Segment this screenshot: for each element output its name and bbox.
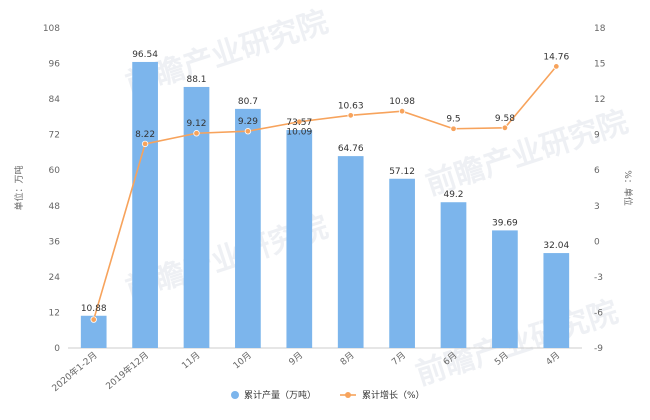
y-tick-label: 96 bbox=[49, 60, 61, 70]
line-series bbox=[90, 63, 560, 323]
y-tick-label: 36 bbox=[49, 237, 61, 247]
y2-tick-label: 15 bbox=[594, 60, 605, 70]
x-tick-label: 10月 bbox=[231, 350, 254, 372]
line-data-label: 8.22 bbox=[135, 130, 155, 140]
legend: 累计产量（万吨） 累计增长（%） bbox=[231, 389, 425, 401]
line-data-label: 10.63 bbox=[338, 101, 364, 111]
line-point bbox=[193, 130, 200, 137]
x-tick-label: 11月 bbox=[180, 350, 203, 372]
y-ticks-right: -9 -6 -3 0 3 6 9 12 15 18 bbox=[594, 24, 606, 354]
bar bbox=[132, 61, 158, 348]
line-point bbox=[450, 125, 457, 132]
bar bbox=[286, 130, 313, 348]
x-tick-label: 8月 bbox=[338, 350, 356, 368]
y2-tick-label: -9 bbox=[594, 344, 603, 354]
line-point bbox=[398, 107, 406, 115]
y-ticks-left: 0 12 24 36 48 60 72 84 96 108 bbox=[43, 24, 60, 354]
line-point bbox=[501, 124, 509, 131]
y2-tick-label: -6 bbox=[594, 308, 603, 318]
x-tick-label: 7月 bbox=[390, 350, 408, 368]
y2-tick-label: 18 bbox=[594, 24, 606, 34]
line-data-label: 10.98 bbox=[389, 97, 415, 107]
data-labels: 10.88 96.54 88.1 80.7 73.57 64.76 57.12 49.2 39.… bbox=[81, 50, 570, 314]
legend-line-marker bbox=[345, 392, 351, 398]
bar bbox=[492, 230, 518, 348]
bar-data-label: 57.12 bbox=[389, 167, 415, 177]
bar-series bbox=[80, 61, 570, 349]
growth-line bbox=[92, 65, 557, 320]
bar bbox=[337, 156, 364, 348]
y-tick-label: 12 bbox=[49, 308, 60, 318]
line-data-label: 9.29 bbox=[238, 117, 258, 127]
bar bbox=[235, 108, 261, 348]
bar bbox=[543, 253, 570, 348]
line-point bbox=[141, 140, 149, 148]
x-tick-label: 9月 bbox=[287, 350, 305, 368]
y2-tick-label: 12 bbox=[594, 95, 605, 105]
line-data-label: 9.12 bbox=[186, 119, 206, 129]
bar-data-label: 64.76 bbox=[338, 144, 364, 154]
y-tick-label: 24 bbox=[49, 273, 61, 283]
y-tick-label: 108 bbox=[43, 24, 60, 34]
y2-tick-label: 6 bbox=[594, 166, 600, 176]
x-tick-label: 2019年12月 bbox=[103, 349, 151, 392]
bar-data-label: 80.7 bbox=[238, 97, 258, 107]
y-tick-label: 72 bbox=[49, 131, 60, 141]
line-point bbox=[244, 128, 252, 135]
legend-bar-label: 累计产量（万吨） bbox=[244, 389, 316, 401]
bar-data-label: 32.04 bbox=[543, 241, 569, 251]
legend-line-label: 累计增长（%） bbox=[362, 389, 425, 401]
y2-tick-label: -3 bbox=[594, 273, 603, 283]
y-tick-label: 0 bbox=[54, 344, 60, 354]
y-tick-label: 84 bbox=[49, 95, 61, 105]
line-data-label: 14.76 bbox=[543, 52, 569, 62]
line-point bbox=[553, 63, 560, 70]
line-data-label: 10.09 bbox=[286, 128, 312, 138]
line-point bbox=[296, 118, 303, 125]
bar-data-label: 88.1 bbox=[186, 75, 206, 85]
bar-data-label: 96.54 bbox=[132, 50, 158, 60]
y2-tick-label: 3 bbox=[594, 202, 600, 212]
bar bbox=[389, 178, 415, 348]
bar-data-label: 49.2 bbox=[443, 190, 463, 200]
legend-bar-swatch bbox=[231, 391, 239, 399]
y2-tick-label: 9 bbox=[594, 131, 600, 141]
bar bbox=[440, 202, 467, 348]
line-data-label: 9.58 bbox=[495, 114, 515, 124]
y2-axis-title: %：单位 bbox=[622, 170, 634, 206]
x-tick-label: 2020年1-2月 bbox=[49, 349, 99, 394]
x-tick-label: 4月 bbox=[544, 350, 562, 368]
line-point bbox=[347, 112, 354, 119]
bar-data-label: 73.57 bbox=[286, 118, 312, 128]
y-tick-label: 60 bbox=[49, 166, 61, 176]
y-axis-title: 单位：万吨 bbox=[13, 165, 25, 210]
bar-data-label: 10.88 bbox=[81, 304, 107, 314]
y-tick-label: 48 bbox=[49, 202, 61, 212]
line-data-label: 9.5 bbox=[446, 115, 460, 125]
bar-data-label: 39.69 bbox=[492, 218, 518, 228]
y2-tick-label: 0 bbox=[594, 237, 600, 247]
line-point bbox=[90, 316, 97, 323]
